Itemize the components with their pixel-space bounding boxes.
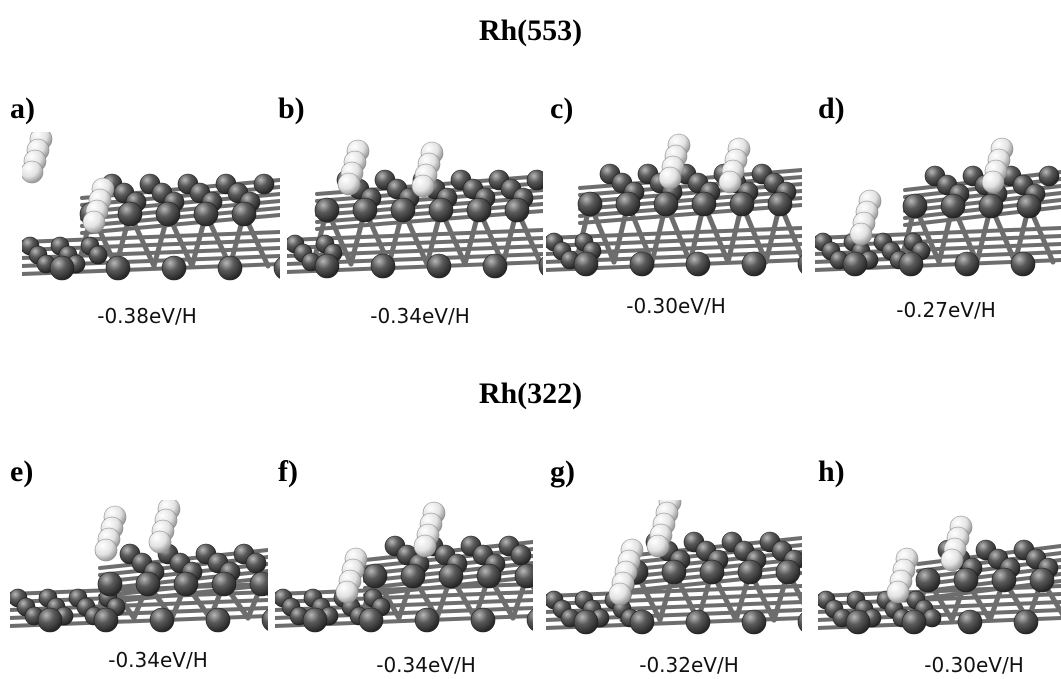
panel-label-c: c) — [550, 92, 574, 125]
structure-f-image — [275, 501, 533, 633]
panel-label-a: a) — [10, 92, 35, 125]
energy-g: -0.32eV/H — [639, 653, 739, 677]
section-title-rh322: Rh(322) — [478, 377, 583, 410]
energy-b: -0.34eV/H — [370, 304, 470, 328]
structure-d-image — [815, 137, 1061, 277]
energy-a: -0.38eV/H — [97, 304, 197, 328]
panel-label-h: h) — [818, 455, 845, 488]
energy-e: -0.34eV/H — [108, 648, 208, 672]
structure-h-image — [818, 515, 1061, 635]
energy-f: -0.34eV/H — [376, 653, 476, 677]
structure-e-image — [10, 500, 268, 633]
panel-label-g: g) — [550, 455, 575, 488]
panel-label-e: e) — [10, 455, 34, 488]
section-title-rh553: Rh(553) — [478, 14, 583, 47]
panel-label-f: f) — [278, 455, 298, 488]
structure-b-image — [287, 139, 543, 279]
energy-c: -0.30eV/H — [626, 294, 726, 318]
energy-d: -0.27eV/H — [896, 298, 996, 322]
structure-a-image — [22, 132, 280, 281]
panel-label-d: d) — [818, 92, 845, 125]
structure-c-image — [546, 133, 802, 277]
structure-g-image — [546, 500, 802, 635]
panel-label-b: b) — [278, 92, 305, 125]
energy-h: -0.30eV/H — [924, 653, 1024, 677]
